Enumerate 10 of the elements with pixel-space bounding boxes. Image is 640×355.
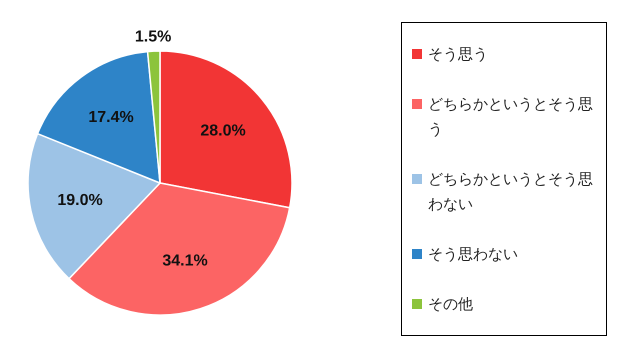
legend-label: そう思わない bbox=[428, 244, 518, 264]
legend-label: その他 bbox=[428, 294, 473, 314]
legend-label: どちらかというとそう思わない bbox=[428, 168, 594, 214]
data-label: 1.5% bbox=[134, 28, 172, 46]
data-label: 19.0% bbox=[57, 192, 103, 209]
legend-label: そう思う bbox=[428, 44, 488, 64]
legend-label: どちらかというとそう思う bbox=[428, 94, 594, 140]
data-label: 28.0% bbox=[200, 122, 246, 140]
data-label: 34.1% bbox=[162, 252, 208, 270]
data-label: 17.4% bbox=[88, 108, 134, 126]
